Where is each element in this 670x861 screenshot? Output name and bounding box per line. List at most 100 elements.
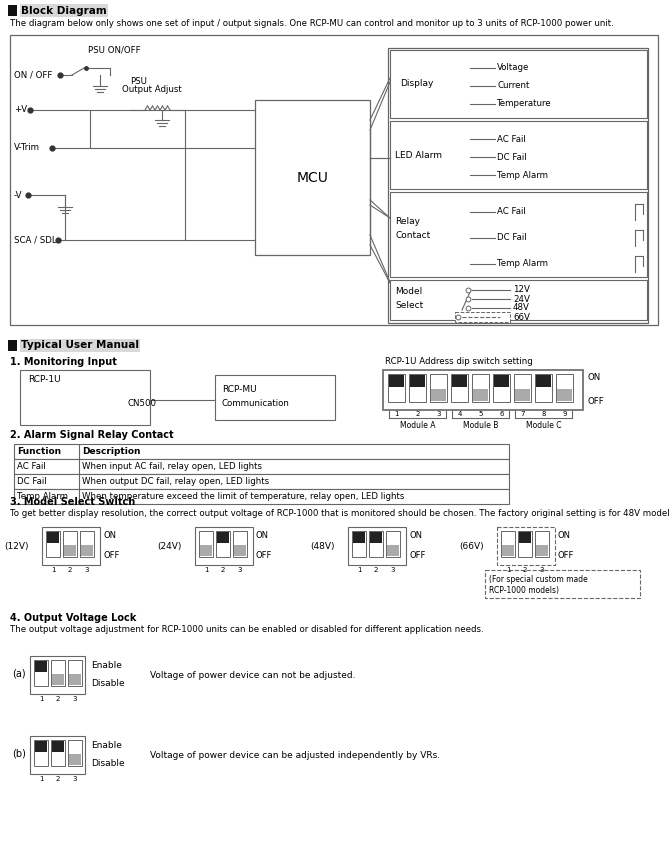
Bar xyxy=(81,545,93,556)
Text: Voltage of power device can not be adjusted.: Voltage of power device can not be adjus… xyxy=(150,672,356,680)
Text: 4. Output Voltage Lock: 4. Output Voltage Lock xyxy=(10,613,137,623)
Text: Output Adjust: Output Adjust xyxy=(122,85,182,95)
Bar xyxy=(80,531,94,557)
Bar xyxy=(473,389,488,401)
Text: 1: 1 xyxy=(51,567,55,573)
Text: 1: 1 xyxy=(204,567,208,573)
Text: Temp Alarm: Temp Alarm xyxy=(497,259,548,269)
Text: Module A: Module A xyxy=(400,422,436,430)
Text: RCP-1U Address dip switch setting: RCP-1U Address dip switch setting xyxy=(385,357,533,367)
Bar xyxy=(485,570,640,598)
Text: Current: Current xyxy=(497,82,529,90)
Text: When input AC fail, relay open, LED lights: When input AC fail, relay open, LED ligh… xyxy=(82,462,262,471)
Text: When output DC fail, relay open, LED lights: When output DC fail, relay open, LED lig… xyxy=(82,477,269,486)
Bar xyxy=(452,375,467,387)
Bar xyxy=(390,121,647,189)
Bar xyxy=(502,545,514,556)
Bar xyxy=(46,531,60,557)
Text: 2: 2 xyxy=(415,411,419,417)
Text: Contact: Contact xyxy=(395,232,430,240)
Bar xyxy=(52,674,64,685)
Bar xyxy=(34,740,48,766)
Bar xyxy=(35,661,47,672)
Text: 66V: 66V xyxy=(513,313,530,321)
Text: 2: 2 xyxy=(68,567,72,573)
Bar xyxy=(14,459,509,474)
Text: Function: Function xyxy=(17,447,61,456)
Text: (b): (b) xyxy=(12,748,26,758)
Text: 3: 3 xyxy=(391,567,395,573)
Bar xyxy=(536,375,551,387)
Bar xyxy=(494,375,509,387)
Text: (48V): (48V) xyxy=(310,542,334,550)
Bar xyxy=(514,374,531,402)
Bar xyxy=(215,375,335,420)
Bar xyxy=(430,374,447,402)
Text: (66V): (66V) xyxy=(459,542,484,550)
Bar xyxy=(451,374,468,402)
Text: 2: 2 xyxy=(56,696,60,702)
Bar xyxy=(519,532,531,543)
Text: Block Diagram: Block Diagram xyxy=(21,5,107,15)
Bar xyxy=(34,660,48,686)
Text: 3: 3 xyxy=(540,567,544,573)
Text: 1: 1 xyxy=(39,696,44,702)
Bar xyxy=(68,740,82,766)
Text: PSU ON/OFF: PSU ON/OFF xyxy=(88,46,141,54)
Bar xyxy=(51,660,65,686)
Text: ON: ON xyxy=(256,530,269,540)
Text: 3: 3 xyxy=(238,567,243,573)
Text: 2: 2 xyxy=(221,567,225,573)
Text: DC Fail: DC Fail xyxy=(497,233,527,243)
Text: Enable: Enable xyxy=(91,661,122,671)
Bar xyxy=(388,374,405,402)
Bar xyxy=(387,545,399,556)
Text: 1: 1 xyxy=(356,567,361,573)
Text: 48V: 48V xyxy=(513,303,530,313)
Text: Display: Display xyxy=(400,79,433,89)
Bar xyxy=(370,532,382,543)
Text: OFF: OFF xyxy=(409,550,425,560)
Text: 5: 5 xyxy=(478,411,482,417)
Bar xyxy=(42,527,100,565)
Bar xyxy=(410,375,425,387)
Bar xyxy=(390,280,647,320)
Bar xyxy=(8,340,17,351)
Text: Typical User Manual: Typical User Manual xyxy=(21,340,139,350)
Text: Relay: Relay xyxy=(395,218,420,226)
Bar xyxy=(195,527,253,565)
Text: 2. Alarm Signal Relay Contact: 2. Alarm Signal Relay Contact xyxy=(10,430,174,440)
Text: Disable: Disable xyxy=(91,759,125,769)
Text: (24V): (24V) xyxy=(157,542,182,550)
Text: (a): (a) xyxy=(12,668,25,678)
Text: RCP-1U: RCP-1U xyxy=(28,375,60,385)
Bar xyxy=(493,374,510,402)
Bar xyxy=(217,532,229,543)
Text: MCU: MCU xyxy=(297,170,328,184)
Text: Communication: Communication xyxy=(222,399,290,407)
Bar xyxy=(30,736,85,774)
Bar xyxy=(216,531,230,557)
Text: V-Trim: V-Trim xyxy=(14,144,40,152)
Text: 1. Monitoring Input: 1. Monitoring Input xyxy=(10,357,117,367)
Bar xyxy=(388,48,648,323)
Text: The output voltage adjustment for RCP-1000 units can be enabled or disabled for : The output voltage adjustment for RCP-10… xyxy=(10,625,484,635)
Text: +V: +V xyxy=(14,106,27,115)
Text: 1: 1 xyxy=(506,567,511,573)
Text: 8: 8 xyxy=(541,411,546,417)
Bar xyxy=(51,740,65,766)
Text: ON: ON xyxy=(558,530,571,540)
Bar xyxy=(518,531,532,557)
Text: Model: Model xyxy=(395,288,422,296)
Bar xyxy=(390,192,647,277)
Bar xyxy=(68,660,82,686)
Bar xyxy=(234,545,246,556)
Bar xyxy=(352,531,366,557)
Bar xyxy=(10,35,658,325)
Text: 1: 1 xyxy=(394,411,399,417)
Bar xyxy=(64,545,76,556)
Text: 2: 2 xyxy=(374,567,378,573)
Bar xyxy=(515,389,530,401)
Text: OFF: OFF xyxy=(587,398,604,406)
Text: Voltage: Voltage xyxy=(497,64,529,72)
